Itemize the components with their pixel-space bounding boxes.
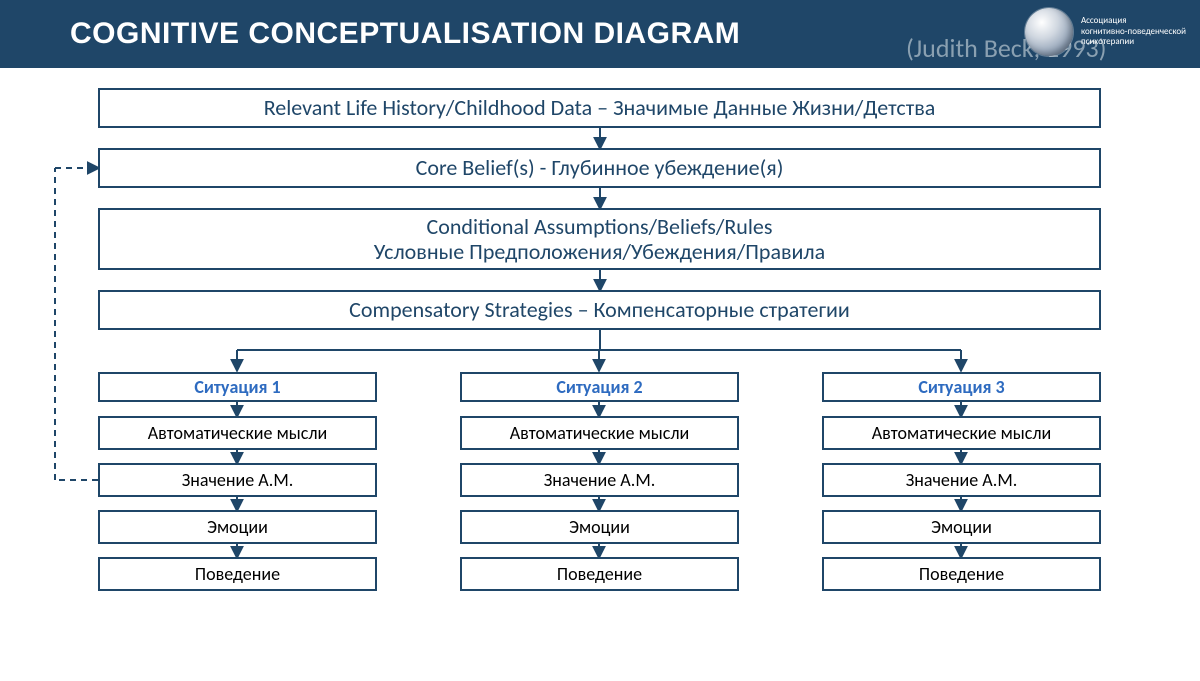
box-sit1-sub-1: Значение А.М.	[98, 463, 377, 497]
box-core-beliefs: Core Belief(s) - Глубинное убеждение(я)	[98, 148, 1101, 188]
globe-icon	[1025, 8, 1073, 56]
logo-block: Ассоциация когнитивно-поведенческой псих…	[1025, 8, 1186, 56]
header-bar: (Judith Beck, 1993) COGNITIVE CONCEPTUAL…	[0, 0, 1200, 68]
logo-line2: когнитивно-поведенческой	[1081, 26, 1186, 37]
box-sit2-sub-1: Значение А.М.	[460, 463, 739, 497]
diagram-area: Relevant Life History/Childhood Data – З…	[0, 68, 1200, 681]
box-sit1-sub-3: Поведение	[98, 557, 377, 591]
box-sit1-header: Ситуация 1	[98, 372, 377, 402]
box-sit1-sub-2: Эмоции	[98, 510, 377, 544]
box-sit2-header: Ситуация 2	[460, 372, 739, 402]
logo-text: Ассоциация когнитивно-поведенческой псих…	[1081, 16, 1186, 48]
box-sit3-sub-3: Поведение	[822, 557, 1101, 591]
box-sit3-sub-0: Автоматические мысли	[822, 416, 1101, 450]
box-sit2-sub-0: Автоматические мысли	[460, 416, 739, 450]
box-assumptions: Conditional Assumptions/Beliefs/RulesУсл…	[98, 208, 1101, 270]
box-sit2-sub-2: Эмоции	[460, 510, 739, 544]
box-sit3-header: Ситуация 3	[822, 372, 1101, 402]
box-strategies: Compensatory Strategies – Компенсаторные…	[98, 290, 1101, 330]
logo-line3: психотерапии	[1081, 36, 1134, 47]
box-sit1-sub-0: Автоматические мысли	[98, 416, 377, 450]
box-sit3-sub-1: Значение А.М.	[822, 463, 1101, 497]
box-life-history: Relevant Life History/Childhood Data – З…	[98, 88, 1101, 128]
page-title: COGNITIVE CONCEPTUALISATION DIAGRAM	[70, 17, 740, 51]
box-sit2-sub-3: Поведение	[460, 557, 739, 591]
box-sit3-sub-2: Эмоции	[822, 510, 1101, 544]
logo-line1: Ассоциация	[1081, 15, 1127, 26]
